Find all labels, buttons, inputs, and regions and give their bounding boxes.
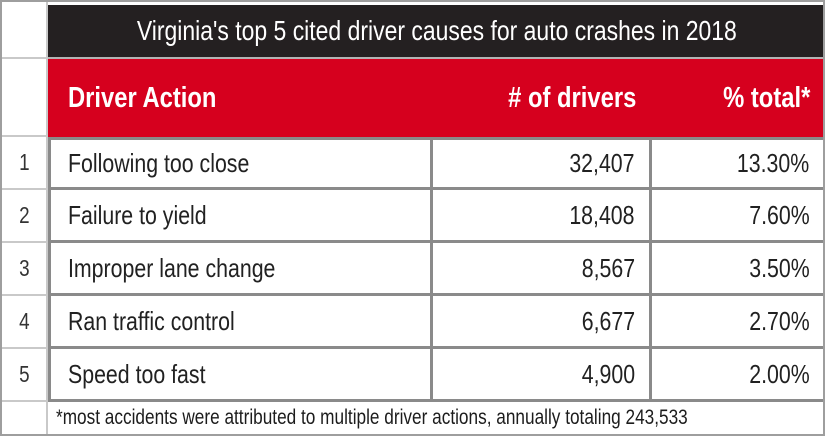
row-number-cell: 5 (2, 349, 48, 402)
cell-drivers: 4,900 (581, 358, 635, 389)
column-header-action: Driver Action (68, 81, 217, 114)
table-row: Speed too fast 4,900 2.00% (48, 349, 823, 402)
row-number-cell: 4 (2, 296, 48, 349)
cell-drivers: 8,567 (581, 252, 635, 283)
cell-action: Ran traffic control (68, 305, 235, 336)
footnote-text: *most accidents were attributed to multi… (56, 406, 688, 429)
cell-action: Improper lane change (68, 252, 276, 283)
row-number: 4 (18, 308, 30, 334)
row-number: 5 (18, 361, 30, 387)
cell-drivers: 6,677 (581, 305, 635, 336)
cell-drivers: 18,408 (569, 199, 635, 230)
cell-action: Speed too fast (68, 358, 206, 389)
row-number: 3 (18, 255, 30, 281)
gutter-cell-title (2, 2, 48, 59)
row-number-cell: 1 (2, 137, 48, 190)
row-number: 1 (18, 149, 30, 175)
table-row: Failure to yield 18,408 7.60% (48, 190, 823, 243)
cell-drivers: 32,407 (569, 148, 635, 178)
cell-pct: 7.60% (748, 199, 810, 230)
cell-pct: 2.70% (748, 305, 810, 336)
cell-pct: 13.30% (737, 148, 810, 178)
title-cell: Virginia's top 5 cited driver causes for… (48, 2, 823, 59)
column-header-row: Driver Action # of drivers % total* (48, 59, 823, 137)
row-number-cell: 2 (2, 190, 48, 243)
table-row: Ran traffic control 6,677 2.70% (48, 296, 823, 349)
column-header-drivers: # of drivers (507, 81, 636, 114)
column-header-pct: % total* (723, 81, 811, 114)
row-number: 2 (18, 202, 30, 228)
row-number-cell: 3 (2, 243, 48, 296)
table-row: Improper lane change 8,567 3.50% (48, 243, 823, 296)
gutter-cell-footnote (2, 402, 48, 434)
cell-pct: 3.50% (748, 252, 810, 283)
cell-pct: 2.00% (748, 358, 810, 389)
footnote-cell: *most accidents were attributed to multi… (48, 402, 823, 434)
cell-action: Failure to yield (68, 199, 207, 230)
table-row: Following too close 32,407 13.30% (48, 137, 823, 190)
gutter-cell-header (2, 59, 48, 137)
cell-action: Following too close (68, 148, 250, 178)
title-bar: Virginia's top 5 cited driver causes for… (48, 5, 823, 57)
page-title: Virginia's top 5 cited driver causes for… (137, 15, 738, 46)
